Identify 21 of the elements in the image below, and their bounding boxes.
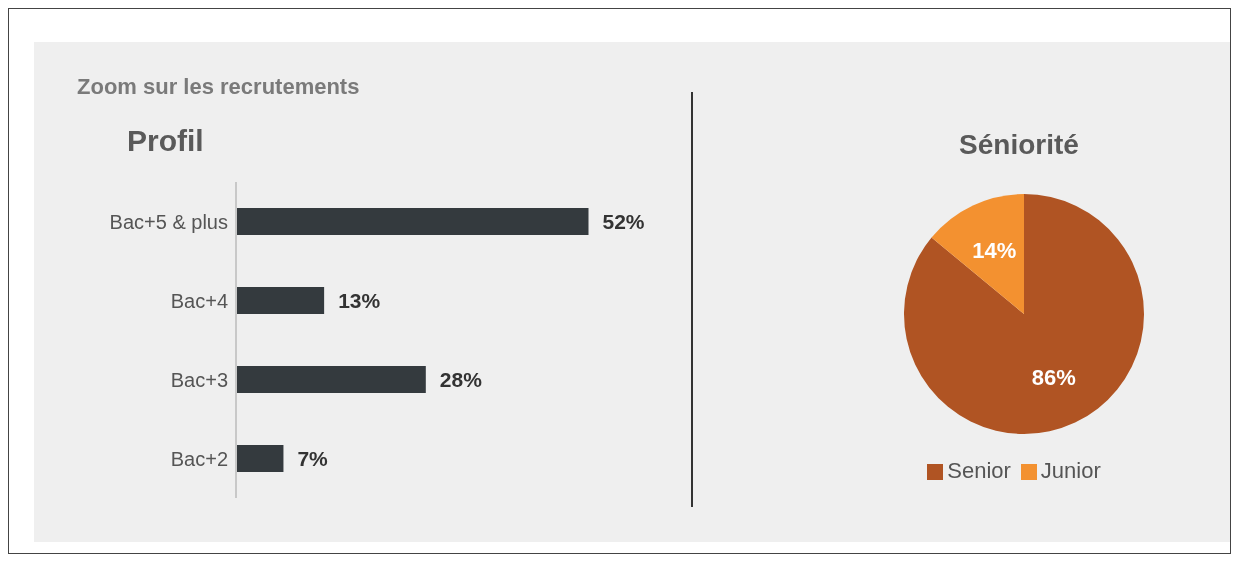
bar bbox=[236, 445, 284, 473]
legend-label: Senior bbox=[947, 458, 1011, 483]
y-tick-label: Bac+2 bbox=[170, 447, 228, 470]
data-label: 52% bbox=[602, 210, 645, 234]
chart-subtitle: Profil bbox=[127, 124, 204, 158]
legend-label: Junior bbox=[1040, 458, 1101, 483]
bar bbox=[236, 287, 325, 315]
chart-title: Zoom sur les recrutements bbox=[77, 74, 360, 100]
chart-title: Séniorité bbox=[958, 129, 1080, 161]
data-label: 14% bbox=[972, 238, 1017, 264]
pie-slice bbox=[931, 194, 1024, 314]
y-tick-label: Bac+4 bbox=[170, 289, 228, 312]
bar bbox=[236, 366, 426, 394]
y-tick-label: Bac+5 & plus bbox=[109, 210, 228, 233]
y-tick-label: Bac+3 bbox=[170, 368, 228, 391]
data-label: 86% bbox=[1031, 364, 1076, 390]
data-label: 13% bbox=[338, 289, 381, 313]
bar bbox=[236, 208, 589, 236]
pie-slice bbox=[904, 194, 1144, 434]
data-label: 7% bbox=[297, 447, 329, 471]
data-label: 28% bbox=[439, 368, 483, 392]
